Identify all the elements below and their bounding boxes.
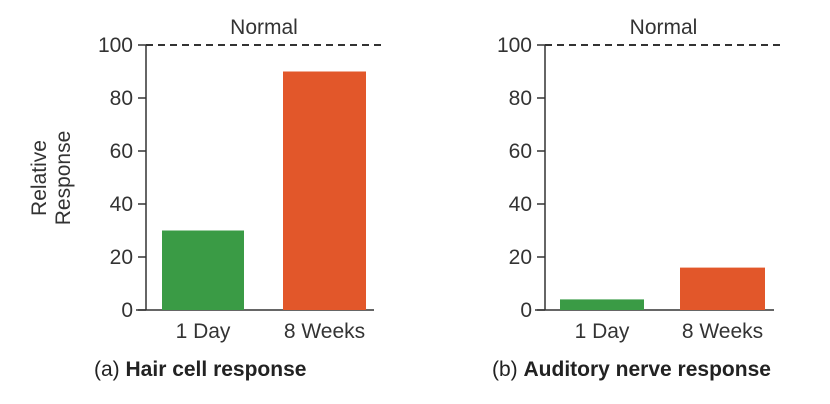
panel-b-normal-label: Normal: [630, 16, 698, 39]
caption-a-title: Hair cell response: [125, 358, 307, 381]
panel-a-tick-label-80: 80: [110, 87, 133, 110]
caption-a: (a) Hair cell response: [94, 358, 306, 382]
panel-b-tick-label-60: 60: [509, 140, 532, 163]
panel-a-tick-label-40: 40: [110, 193, 133, 216]
panel-a-tick-label-60: 60: [110, 140, 133, 163]
caption-a-prefix: (a): [94, 358, 120, 381]
panel-a-tick-label-100: 100: [98, 34, 133, 57]
panel-b-bar-1-day: [560, 299, 644, 310]
y-axis-label-line2: Response: [52, 131, 75, 226]
panel-a-tick-label-0: 0: [121, 299, 133, 322]
panel-a-category-label-8-weeks: 8 Weeks: [284, 320, 365, 343]
y-axis-label-line1: Relative: [28, 140, 51, 216]
panel-b-chart: 0 20 40 60 80 100 Normal 1 Day 8 Weeks: [497, 16, 782, 343]
panel-b-tick-label-100: 100: [497, 34, 532, 57]
panel-a-bar-8-weeks: [283, 71, 366, 310]
panel-b-tick-label-80: 80: [509, 87, 532, 110]
panel-b-tick-label-0: 0: [520, 299, 532, 322]
panel-a-chart: 0 20 40 60 80 100 Normal 1 Day 8 Weeks: [98, 16, 382, 343]
panel-b-category-label-8-weeks: 8 Weeks: [682, 320, 763, 343]
panel-a-normal-label: Normal: [230, 16, 298, 39]
panel-a-bar-1-day: [162, 230, 244, 310]
caption-b: (b) Auditory nerve response: [492, 358, 771, 382]
panel-a-category-label-1-day: 1 Day: [176, 320, 231, 343]
panel-a-tick-label-20: 20: [110, 246, 133, 269]
caption-b-title: Auditory nerve response: [523, 358, 771, 381]
panel-b-bar-8-weeks: [680, 267, 765, 310]
panel-b-category-label-1-day: 1 Day: [575, 320, 630, 343]
panel-b-tick-label-40: 40: [509, 193, 532, 216]
caption-b-prefix: (b): [492, 358, 518, 381]
panel-b-tick-label-20: 20: [509, 246, 532, 269]
